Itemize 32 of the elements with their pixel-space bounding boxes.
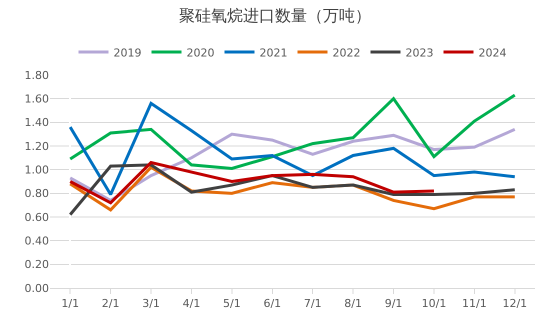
legend-label: 2022	[332, 46, 360, 60]
legend-label: 2021	[260, 46, 288, 60]
x-tick-label: 12/1	[502, 297, 528, 310]
y-tick-label: 1.40	[24, 116, 49, 130]
legend-label: 2024	[478, 46, 506, 60]
legend-label: 2019	[114, 46, 142, 60]
x-tick-label: 5/1	[223, 297, 241, 310]
y-tick-label: 1.00	[24, 164, 49, 177]
legend-label: 2023	[406, 46, 434, 60]
y-tick-label: 0.80	[24, 187, 49, 200]
line-series	[68, 102, 516, 196]
y-tick-label: 1.60	[24, 92, 49, 106]
x-tick-label: 3/1	[142, 297, 160, 310]
x-tick-label: 11/1	[462, 297, 487, 310]
x-tick-label: 10/1	[422, 297, 446, 310]
x-tick-label: 2/1	[102, 297, 120, 310]
x-tick-label: 9/1	[384, 297, 402, 310]
y-tick-label: 0.00	[24, 282, 49, 295]
y-tick-label: 1.80	[24, 68, 49, 82]
chart-title: 聚硅氧烷进口数量（万吨）	[179, 6, 371, 25]
x-tick-label: 6/1	[263, 297, 282, 310]
y-tick-label: 0.40	[24, 234, 49, 248]
x-tick-label: 4/1	[182, 297, 200, 310]
y-tick-label: 0.60	[24, 210, 49, 224]
x-tick-label: 1/1	[61, 297, 80, 310]
y-tick-label: 0.20	[24, 258, 49, 272]
line-series	[68, 94, 516, 170]
x-tick-label: 7/1	[304, 297, 322, 310]
line-series	[68, 161, 436, 204]
legend-label: 2020	[186, 46, 214, 60]
x-tick-label: 8/1	[344, 297, 362, 310]
y-tick-label: 1.20	[24, 140, 49, 153]
